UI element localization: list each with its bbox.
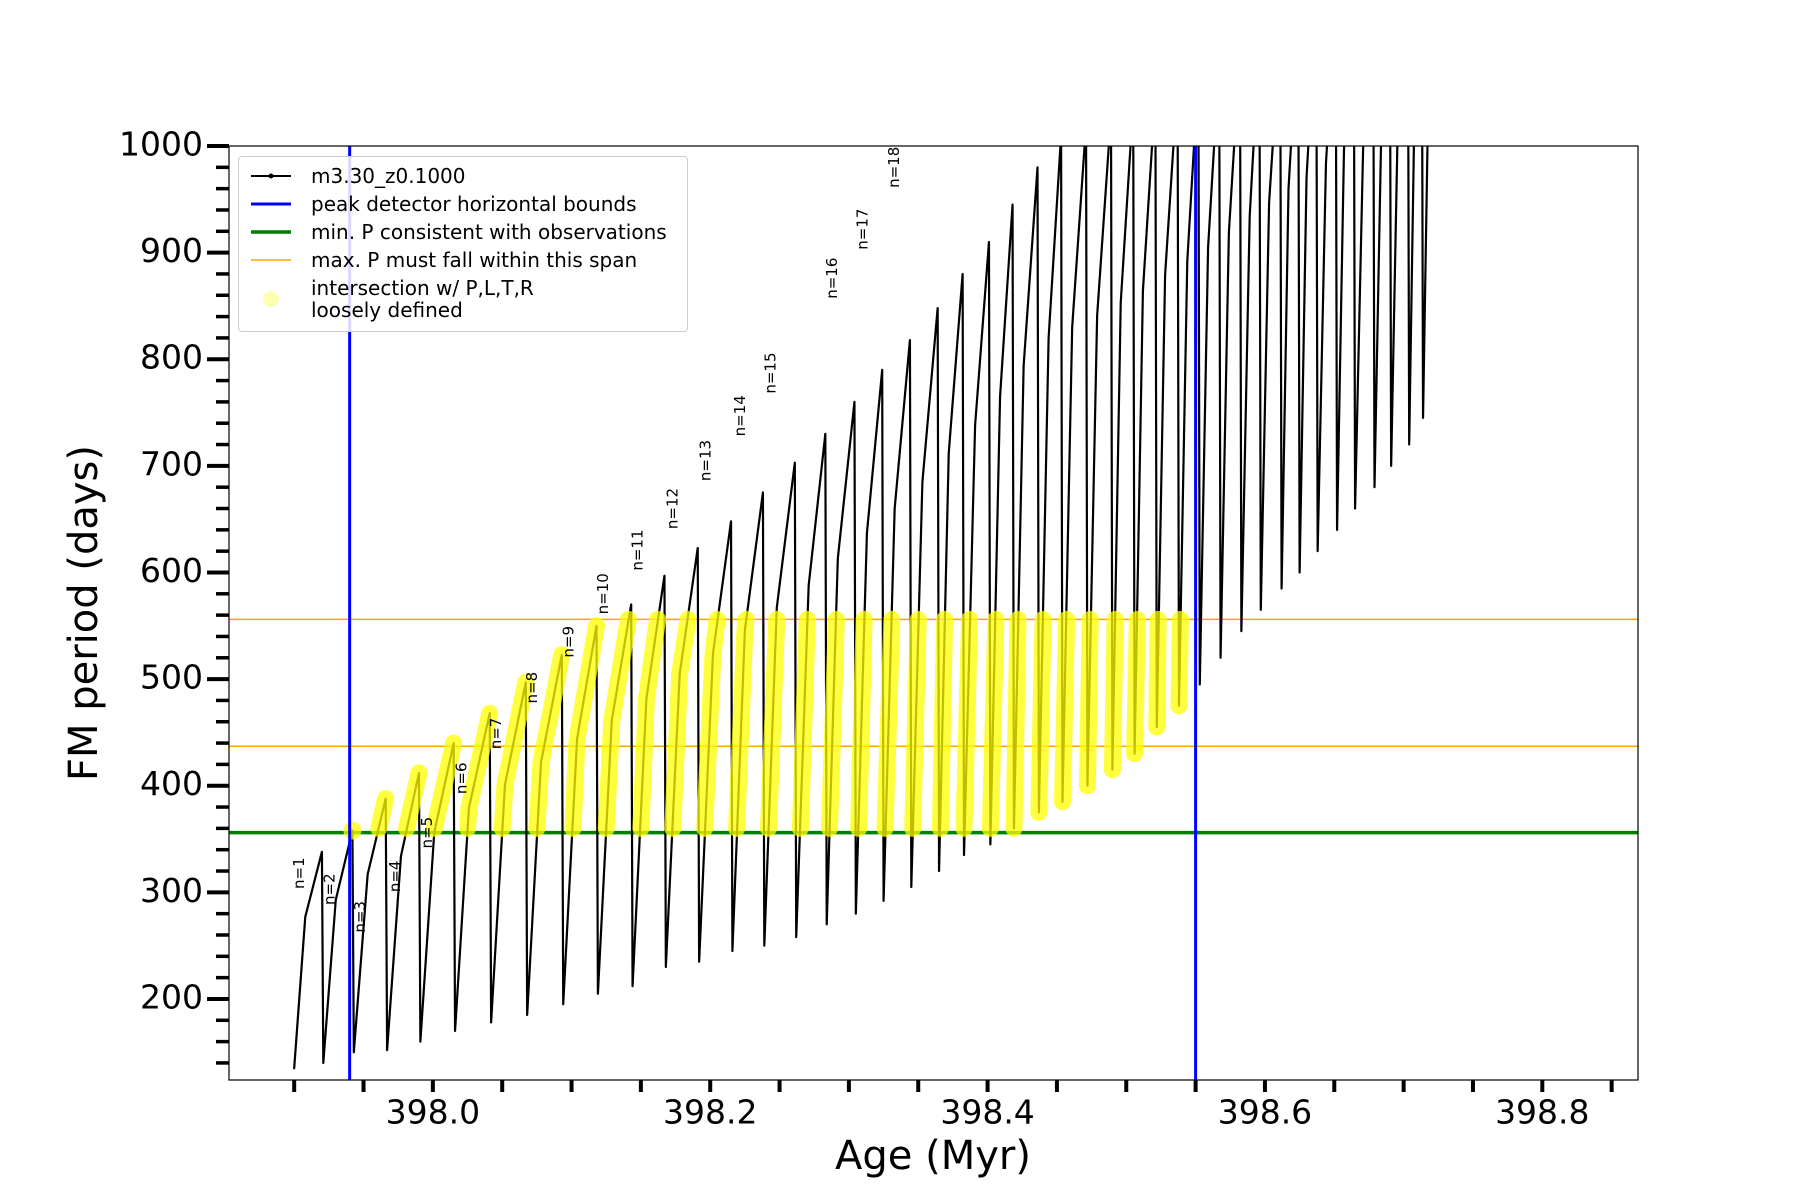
y-tick-label: 900 bbox=[140, 231, 203, 270]
annotation: n=7 bbox=[487, 718, 505, 750]
highlight-band bbox=[728, 610, 755, 837]
highlight-band bbox=[493, 673, 535, 837]
y-tick-label: 700 bbox=[140, 444, 203, 483]
annotation: n=17 bbox=[853, 209, 871, 250]
highlight-band bbox=[1005, 610, 1027, 837]
legend-entry: m3.30_z0.1000 bbox=[247, 165, 679, 187]
annotation: n=13 bbox=[697, 440, 715, 481]
annotation: n=4 bbox=[386, 861, 404, 893]
plot-area: n=1 n=2 n=3 n=4 n=5 n=6 n=7 n=8 n=9 n=10 n=11 n=12 n… bbox=[229, 146, 1638, 1080]
x-tick-label: 398.0 bbox=[386, 1093, 480, 1132]
x-tick-label: 398.8 bbox=[1495, 1093, 1589, 1132]
legend-label: max. P must fall within this span bbox=[311, 248, 638, 272]
highlight-band bbox=[425, 734, 463, 837]
legend-marker bbox=[268, 173, 274, 179]
annotation: n=1 bbox=[290, 857, 308, 889]
annotation: n=10 bbox=[594, 573, 612, 614]
y-tick-label: 200 bbox=[140, 977, 203, 1016]
legend-label: min. P consistent with observations bbox=[311, 220, 667, 244]
y-tick-label: 300 bbox=[140, 871, 203, 910]
x-axis-label: Age (Myr) bbox=[835, 1133, 1031, 1179]
y-tick-label: 500 bbox=[140, 658, 203, 697]
highlight-band bbox=[759, 610, 786, 837]
annotation: n=5 bbox=[418, 817, 436, 849]
highlight-band bbox=[1170, 610, 1189, 715]
highlight-point bbox=[343, 821, 362, 840]
y-tick-label: 800 bbox=[140, 338, 203, 377]
annotation: n=3 bbox=[351, 901, 369, 933]
legend-label: m3.30_z0.1000 bbox=[311, 164, 466, 188]
legend-entry: peak detector horizontal bounds bbox=[247, 193, 679, 215]
plot-frame bbox=[228, 145, 1639, 1081]
legend-label: intersection w/ P,L,T,R loosely defined bbox=[311, 276, 534, 322]
y-tick-label: 1000 bbox=[119, 125, 203, 164]
highlight-band bbox=[1103, 610, 1124, 779]
highlight-band bbox=[904, 610, 927, 837]
highlight-band bbox=[931, 610, 954, 837]
annotation: n=9 bbox=[559, 626, 577, 658]
highlight-band bbox=[664, 610, 697, 837]
legend-swatch bbox=[251, 202, 291, 206]
highlight-band bbox=[564, 617, 605, 837]
highlight-band bbox=[1030, 610, 1052, 821]
legend-label: peak detector horizontal bounds bbox=[311, 192, 637, 216]
highlight-band bbox=[370, 790, 395, 837]
highlight-band bbox=[791, 610, 816, 837]
highlight-band bbox=[820, 610, 845, 837]
highlight-band bbox=[1078, 610, 1099, 795]
legend-swatch bbox=[263, 291, 279, 307]
highlight-band bbox=[876, 610, 901, 837]
annotation: n=11 bbox=[629, 530, 647, 571]
annotation: n=2 bbox=[321, 873, 339, 905]
legend-swatch bbox=[251, 230, 291, 234]
highlight-band bbox=[528, 646, 571, 837]
annotation: n=8 bbox=[523, 672, 541, 704]
highlight-band bbox=[850, 610, 873, 837]
highlight-band bbox=[1053, 610, 1076, 811]
annotation: n=12 bbox=[663, 488, 681, 529]
y-axis-label: FM period (days) bbox=[61, 445, 107, 781]
legend-entry: max. P must fall within this span bbox=[247, 249, 679, 271]
highlight-band bbox=[459, 704, 499, 837]
highlight-band bbox=[696, 610, 726, 837]
x-tick-label: 398.4 bbox=[940, 1093, 1034, 1132]
y-tick-label: 600 bbox=[140, 551, 203, 590]
annotation: n=6 bbox=[452, 762, 470, 794]
highlight-band bbox=[597, 610, 637, 837]
legend-marker bbox=[263, 291, 279, 307]
legend-swatch bbox=[251, 259, 291, 261]
legend-swatch bbox=[251, 173, 291, 179]
annotation: n=15 bbox=[762, 353, 780, 394]
highlight-band bbox=[1148, 610, 1167, 736]
highlight-band bbox=[398, 764, 428, 837]
annotation: n=14 bbox=[731, 395, 749, 436]
highlight-band bbox=[1126, 610, 1146, 763]
highlight-band bbox=[955, 610, 979, 837]
legend-entry: min. P consistent with observations bbox=[247, 221, 679, 243]
highlight-band bbox=[981, 610, 1005, 837]
y-tick-label: 400 bbox=[140, 764, 203, 803]
legend-entry: intersection w/ P,L,T,R loosely defined bbox=[247, 277, 679, 321]
annotation: n=16 bbox=[823, 258, 841, 299]
x-tick-label: 398.6 bbox=[1218, 1093, 1312, 1132]
highlight-band bbox=[632, 610, 667, 837]
annotation: n=18 bbox=[885, 147, 903, 188]
x-tick-label: 398.2 bbox=[663, 1093, 757, 1132]
